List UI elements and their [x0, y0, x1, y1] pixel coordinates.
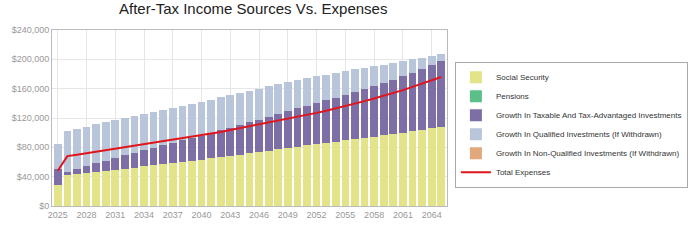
- svg-text:Pensions: Pensions: [496, 92, 529, 101]
- svg-text:2040: 2040: [192, 210, 212, 220]
- svg-text:2034: 2034: [134, 210, 154, 220]
- svg-text:Growth In Non-Qualified Invest: Growth In Non-Qualified Investments (If …: [496, 149, 680, 158]
- svg-text:Total Expenses: Total Expenses: [496, 168, 550, 177]
- svg-text:2064: 2064: [422, 210, 442, 220]
- svg-text:After-Tax Income Sources Vs. E: After-Tax Income Sources Vs. Expenses: [119, 0, 387, 17]
- svg-text:$40,000: $40,000: [17, 172, 50, 182]
- svg-text:2055: 2055: [335, 210, 355, 220]
- svg-text:2046: 2046: [249, 210, 269, 220]
- svg-text:2043: 2043: [220, 210, 240, 220]
- svg-text:2061: 2061: [393, 210, 413, 220]
- svg-text:2058: 2058: [364, 210, 384, 220]
- svg-text:2028: 2028: [76, 210, 96, 220]
- svg-text:$240,000: $240,000: [12, 25, 50, 35]
- svg-text:2052: 2052: [307, 210, 327, 220]
- svg-text:Growth In Qualified Investment: Growth In Qualified Investments (If With…: [496, 130, 662, 139]
- svg-text:2049: 2049: [278, 210, 298, 220]
- svg-text:$160,000: $160,000: [12, 84, 50, 94]
- svg-text:$200,000: $200,000: [12, 54, 50, 64]
- svg-text:$80,000: $80,000: [17, 142, 50, 152]
- svg-text:Growth In Taxable And Tax-Adva: Growth In Taxable And Tax-Advantaged Inv…: [496, 111, 682, 120]
- svg-text:2025: 2025: [48, 210, 68, 220]
- svg-text:2037: 2037: [163, 210, 183, 220]
- svg-text:$0: $0: [39, 201, 49, 211]
- svg-text:Social Security: Social Security: [496, 73, 549, 82]
- svg-text:2031: 2031: [105, 210, 125, 220]
- svg-text:$120,000: $120,000: [12, 113, 50, 123]
